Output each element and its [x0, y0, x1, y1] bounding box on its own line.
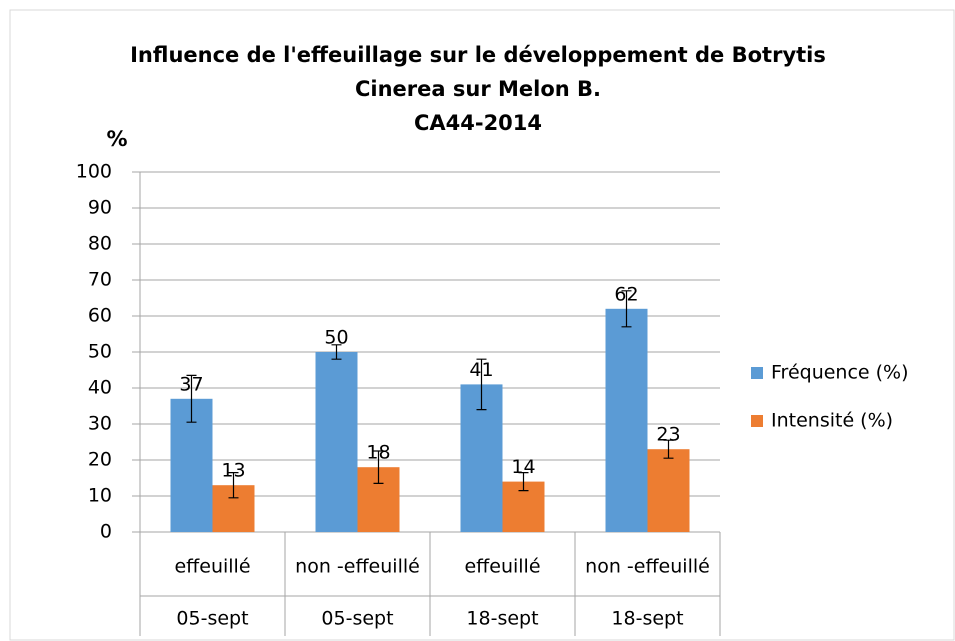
- data-label: 18: [366, 442, 390, 464]
- chart-title: Cinerea sur Melon B.: [355, 77, 601, 101]
- error-bar: [621, 290, 632, 328]
- x-group-label: 18-sept: [611, 608, 683, 630]
- chart-title: CA44-2014: [414, 111, 542, 135]
- x-tick-label: non -effeuillé: [295, 556, 420, 578]
- y-tick-label: 0: [100, 521, 112, 543]
- error-bar: [331, 344, 342, 360]
- y-tick-label: 90: [88, 197, 112, 219]
- x-tick-label: effeuillé: [464, 556, 540, 578]
- error-bar: [228, 472, 239, 499]
- bar: [315, 352, 358, 532]
- error-bar: [663, 439, 674, 459]
- error-bar: [476, 358, 487, 411]
- y-tick-label: 100: [76, 161, 112, 183]
- data-label: 13: [221, 460, 245, 482]
- data-label: 62: [614, 283, 638, 305]
- error-bar: [186, 374, 197, 423]
- legend-label: Intensité (%): [771, 410, 893, 432]
- data-label: 50: [324, 327, 348, 349]
- x-group-label: 05-sept: [321, 608, 393, 630]
- y-tick-label: 30: [88, 413, 112, 435]
- y-tick-label: 80: [88, 233, 112, 255]
- x-tick-label: non -effeuillé: [585, 556, 710, 578]
- x-group-label: 18-sept: [466, 608, 538, 630]
- data-label: 23: [656, 424, 680, 446]
- x-tick-label: effeuillé: [174, 556, 250, 578]
- legend-label: Fréquence (%): [771, 362, 909, 384]
- bar: [647, 449, 690, 532]
- chart-title: Influence de l'effeuillage sur le dévelo…: [130, 43, 826, 67]
- y-tick-label: 50: [88, 341, 112, 363]
- y-tick-label: 20: [88, 449, 112, 471]
- y-tick-label: 40: [88, 377, 112, 399]
- y-axis-label: %: [106, 127, 127, 151]
- y-tick-label: 10: [88, 485, 112, 507]
- x-group-label: 05-sept: [176, 608, 248, 630]
- chart-border: [9, 9, 955, 641]
- error-bar: [518, 472, 529, 492]
- data-label: 41: [469, 359, 493, 381]
- error-bar: [373, 450, 384, 484]
- legend-swatch: [751, 367, 763, 379]
- data-label: 37: [179, 373, 203, 395]
- data-label: 14: [511, 456, 535, 478]
- y-tick-label: 70: [88, 269, 112, 291]
- bar: [605, 308, 648, 532]
- legend-swatch: [751, 415, 763, 427]
- y-tick-label: 60: [88, 305, 112, 327]
